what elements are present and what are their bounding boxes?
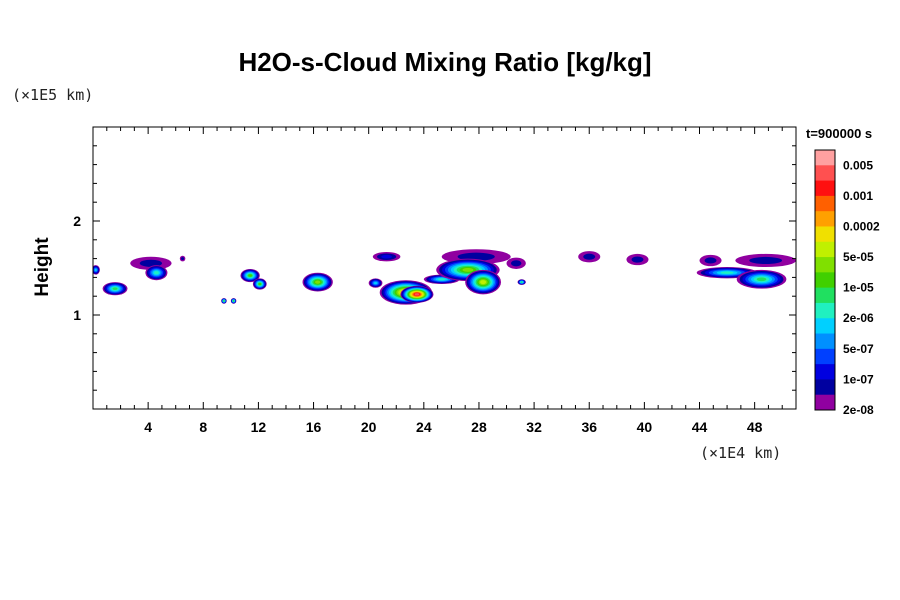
colorbar-swatch — [815, 272, 835, 289]
cloud-contour — [373, 281, 378, 285]
x-tick-label: 36 — [581, 419, 597, 435]
colorbar-label: 0.005 — [843, 158, 873, 172]
cloud-6 — [230, 298, 237, 304]
cloud-contour — [112, 287, 118, 290]
cloud-contour — [154, 271, 159, 275]
cloud-3 — [145, 265, 168, 281]
colorbar-swatch — [815, 195, 835, 212]
y-tick-label: 1 — [73, 307, 81, 323]
cloud-5 — [221, 298, 227, 304]
cloud-contour — [510, 260, 522, 267]
cloud-contour — [258, 282, 262, 286]
cloud-17 — [465, 269, 502, 295]
cloud-8 — [252, 278, 267, 290]
x-tick-label: 4 — [144, 419, 152, 435]
cloud-contour — [749, 256, 783, 265]
colorbar-label: 0.0002 — [843, 219, 880, 233]
cloud-7 — [240, 268, 260, 283]
colorbar-label: 2e-08 — [843, 403, 874, 417]
x-tick-label: 28 — [471, 419, 487, 435]
cloud-13 — [400, 285, 434, 303]
x-tick-label: 24 — [416, 419, 432, 435]
cloud-contour — [94, 268, 97, 271]
cloud-contour — [756, 277, 767, 282]
cloud-contour — [414, 293, 420, 296]
x-tick-label: 32 — [526, 419, 542, 435]
cloud-24 — [735, 253, 796, 268]
colorbar-label: 1e-07 — [843, 372, 874, 386]
colorbar-swatch — [815, 287, 835, 304]
colorbar-label: 1e-05 — [843, 281, 874, 295]
cloud-9 — [302, 272, 333, 292]
x-tick-label: 40 — [637, 419, 653, 435]
y-tick-label: 2 — [73, 213, 81, 229]
cloud-contour — [315, 280, 321, 284]
cloud-contour — [520, 281, 523, 283]
cloud-19 — [517, 279, 526, 285]
cloud-18 — [506, 257, 526, 269]
x-axis-unit: (×1E4 km) — [700, 444, 782, 462]
colorbar-swatch — [815, 150, 835, 166]
x-tick-label: 20 — [361, 419, 377, 435]
cloud-field — [93, 249, 796, 305]
colorbar-swatch — [815, 165, 835, 182]
cloud-20 — [578, 251, 601, 263]
chart-title: H2O-s-Cloud Mixing Ratio [kg/kg] — [238, 47, 652, 77]
cloud-11 — [372, 252, 401, 262]
colorbar-swatch — [815, 348, 835, 365]
cloud-25 — [736, 269, 787, 289]
cloud-contour — [248, 274, 252, 277]
x-tick-label: 12 — [251, 419, 267, 435]
colorbar-swatch — [815, 302, 835, 319]
colorbar-frame — [814, 149, 836, 411]
cloud-21 — [626, 253, 649, 266]
colorbar-swatch — [815, 180, 835, 197]
cloud-contour — [139, 259, 163, 267]
cloud-contour — [480, 280, 487, 285]
cloud-contour — [437, 278, 446, 281]
time-label: t=900000 s — [806, 126, 873, 141]
x-tick-label: 48 — [747, 419, 763, 435]
colorbar-swatch — [815, 364, 835, 380]
cloud-4 — [179, 255, 186, 262]
cloud-1 — [102, 282, 128, 296]
cloud-contour — [181, 257, 185, 261]
cloud-contour — [233, 300, 235, 302]
cloud-contour — [381, 254, 392, 259]
cloud-contour — [704, 257, 717, 264]
colorbar: 0.005 0.001 0.0002 5e-05 1e-05 2e-06 5e-07 1e-0… — [814, 149, 880, 417]
colorbar-label: 5e-05 — [843, 250, 874, 264]
colorbar-swatch — [815, 257, 835, 273]
colorbar-swatch — [815, 211, 835, 227]
colorbar-label: 0.001 — [843, 189, 873, 203]
colorbar-swatch — [815, 226, 835, 243]
cloud-22 — [699, 254, 722, 267]
x-tick-label: 16 — [306, 419, 322, 435]
colorbar-label: 2e-06 — [843, 311, 874, 325]
y-axis-unit: (×1E5 km) — [12, 86, 94, 104]
colorbar-label: 5e-07 — [843, 342, 874, 356]
x-tick-label: 8 — [199, 419, 207, 435]
colorbar-swatch — [815, 241, 835, 258]
cloud-contour — [720, 271, 734, 274]
colorbar-swatch — [815, 394, 835, 411]
cloud-contour — [462, 267, 474, 272]
colorbar-swatch — [815, 379, 835, 396]
colorbar-swatch — [815, 333, 835, 350]
cloud-10 — [368, 278, 383, 288]
cloud-23 — [696, 267, 758, 279]
cloud-contour — [583, 253, 596, 260]
plot-frame — [92, 126, 797, 410]
colorbar-swatch — [815, 318, 835, 335]
cloud-0 — [93, 265, 100, 275]
cloud-contour — [223, 300, 225, 302]
cloud-contour — [631, 256, 644, 263]
x-tick-label: 44 — [692, 419, 708, 435]
